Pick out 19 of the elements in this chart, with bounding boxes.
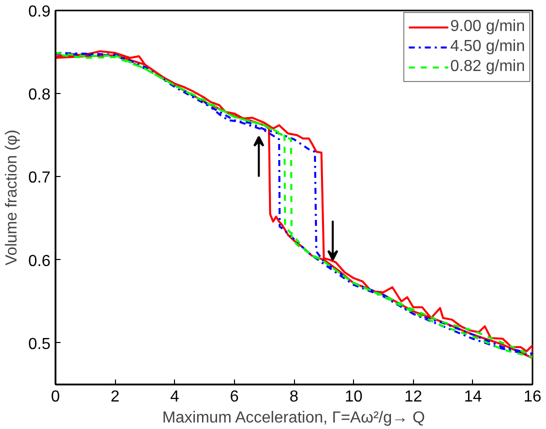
- x-tick-label: 12: [404, 388, 422, 406]
- x-tick-label: 16: [524, 388, 542, 406]
- y-axis-title: Volume fraction (φ): [3, 130, 20, 266]
- x-tick-label: 6: [230, 388, 239, 406]
- x-tick-label: 0: [51, 388, 60, 406]
- y-tick-label: 0.5: [28, 336, 51, 353]
- legend-label: 4.50 g/min: [450, 38, 525, 56]
- x-tick-label: 14: [464, 388, 482, 406]
- y-tick-label: 0.6: [28, 252, 51, 270]
- x-tick-label: 4: [170, 388, 180, 406]
- x-tick-label: 2: [110, 388, 120, 406]
- y-tick-label: 0.7: [28, 170, 51, 187]
- x-tick-label: 10: [344, 388, 363, 406]
- y-tick-label: 0.8: [28, 86, 51, 104]
- y-tick-label: 0.9: [28, 4, 51, 20]
- legend-label: 9.00 g/min: [450, 18, 525, 36]
- x-tick-label: 8: [290, 388, 299, 406]
- legend-label: 0.82 g/min: [450, 58, 525, 76]
- x-axis-title: Maximum Acceleration, Γ=Aω²/g→ Q: [162, 410, 425, 426]
